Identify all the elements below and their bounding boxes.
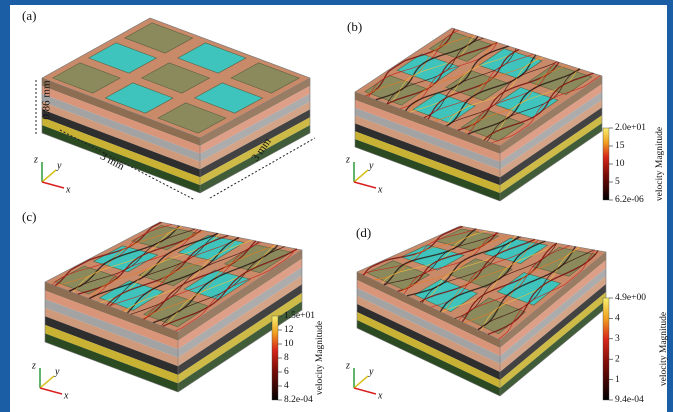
- colorbar-tick-label: 4.9e+00: [615, 293, 646, 303]
- colorbar-tick-label: 5: [615, 177, 620, 187]
- colorbar-tick-label: 15: [615, 141, 625, 151]
- axis-label: x: [377, 390, 383, 401]
- panel-label: (b): [347, 19, 362, 34]
- colorbar-tick-label: 4: [615, 314, 620, 324]
- axis-label: y: [54, 366, 60, 377]
- colorbar: [603, 298, 609, 400]
- colorbar-tick-label: 10: [284, 339, 294, 349]
- axis-label: y: [368, 366, 374, 377]
- axis-label: z: [345, 360, 350, 371]
- colorbar: [603, 128, 609, 200]
- colorbar-tick-label: 10: [615, 159, 625, 169]
- colorbar-tick-label: 2.0e+01: [615, 123, 646, 133]
- colorbar-title: velocity Magnitude: [315, 321, 325, 395]
- panel-label: (d): [356, 225, 371, 240]
- axis-label: x: [63, 390, 69, 401]
- axis-label: x: [377, 184, 383, 195]
- axis-label: x: [65, 184, 71, 195]
- colorbar-tick-label: 6.2e-06: [615, 195, 644, 205]
- colorbar: [272, 316, 278, 400]
- axis-label: z: [345, 154, 350, 165]
- colorbar-tick-label: 1: [615, 375, 620, 385]
- colorbar-tick-label: 9.4e-04: [615, 395, 644, 405]
- colorbar-tick-label: 8.2e-04: [284, 395, 313, 405]
- colorbar-tick-label: 1.5e+01: [284, 311, 315, 321]
- axis-label: y: [56, 160, 62, 171]
- figure: (a)zyx(b)zyx(c)zyx(d)zyx0.86 mm3 mm3 mm2…: [0, 0, 673, 412]
- colorbar-title: velocity Magnitude: [655, 127, 665, 201]
- axis-label: z: [31, 360, 36, 371]
- colorbar-tick-label: 4: [284, 381, 289, 391]
- axis-label: z: [33, 154, 38, 165]
- colorbar-tick-label: 3: [615, 334, 620, 344]
- colorbar-tick-label: 6: [284, 367, 289, 377]
- colorbar-title: velocity Magnitude: [659, 312, 669, 386]
- colorbar-tick-label: 2: [615, 354, 620, 364]
- dimension-label: 0.86 mm: [41, 80, 53, 120]
- panel-label: (a): [22, 8, 36, 23]
- panel-label: (c): [22, 209, 36, 224]
- axis-label: y: [368, 160, 374, 171]
- colorbar-tick-label: 12: [284, 325, 294, 335]
- colorbar-tick-label: 8: [284, 353, 289, 363]
